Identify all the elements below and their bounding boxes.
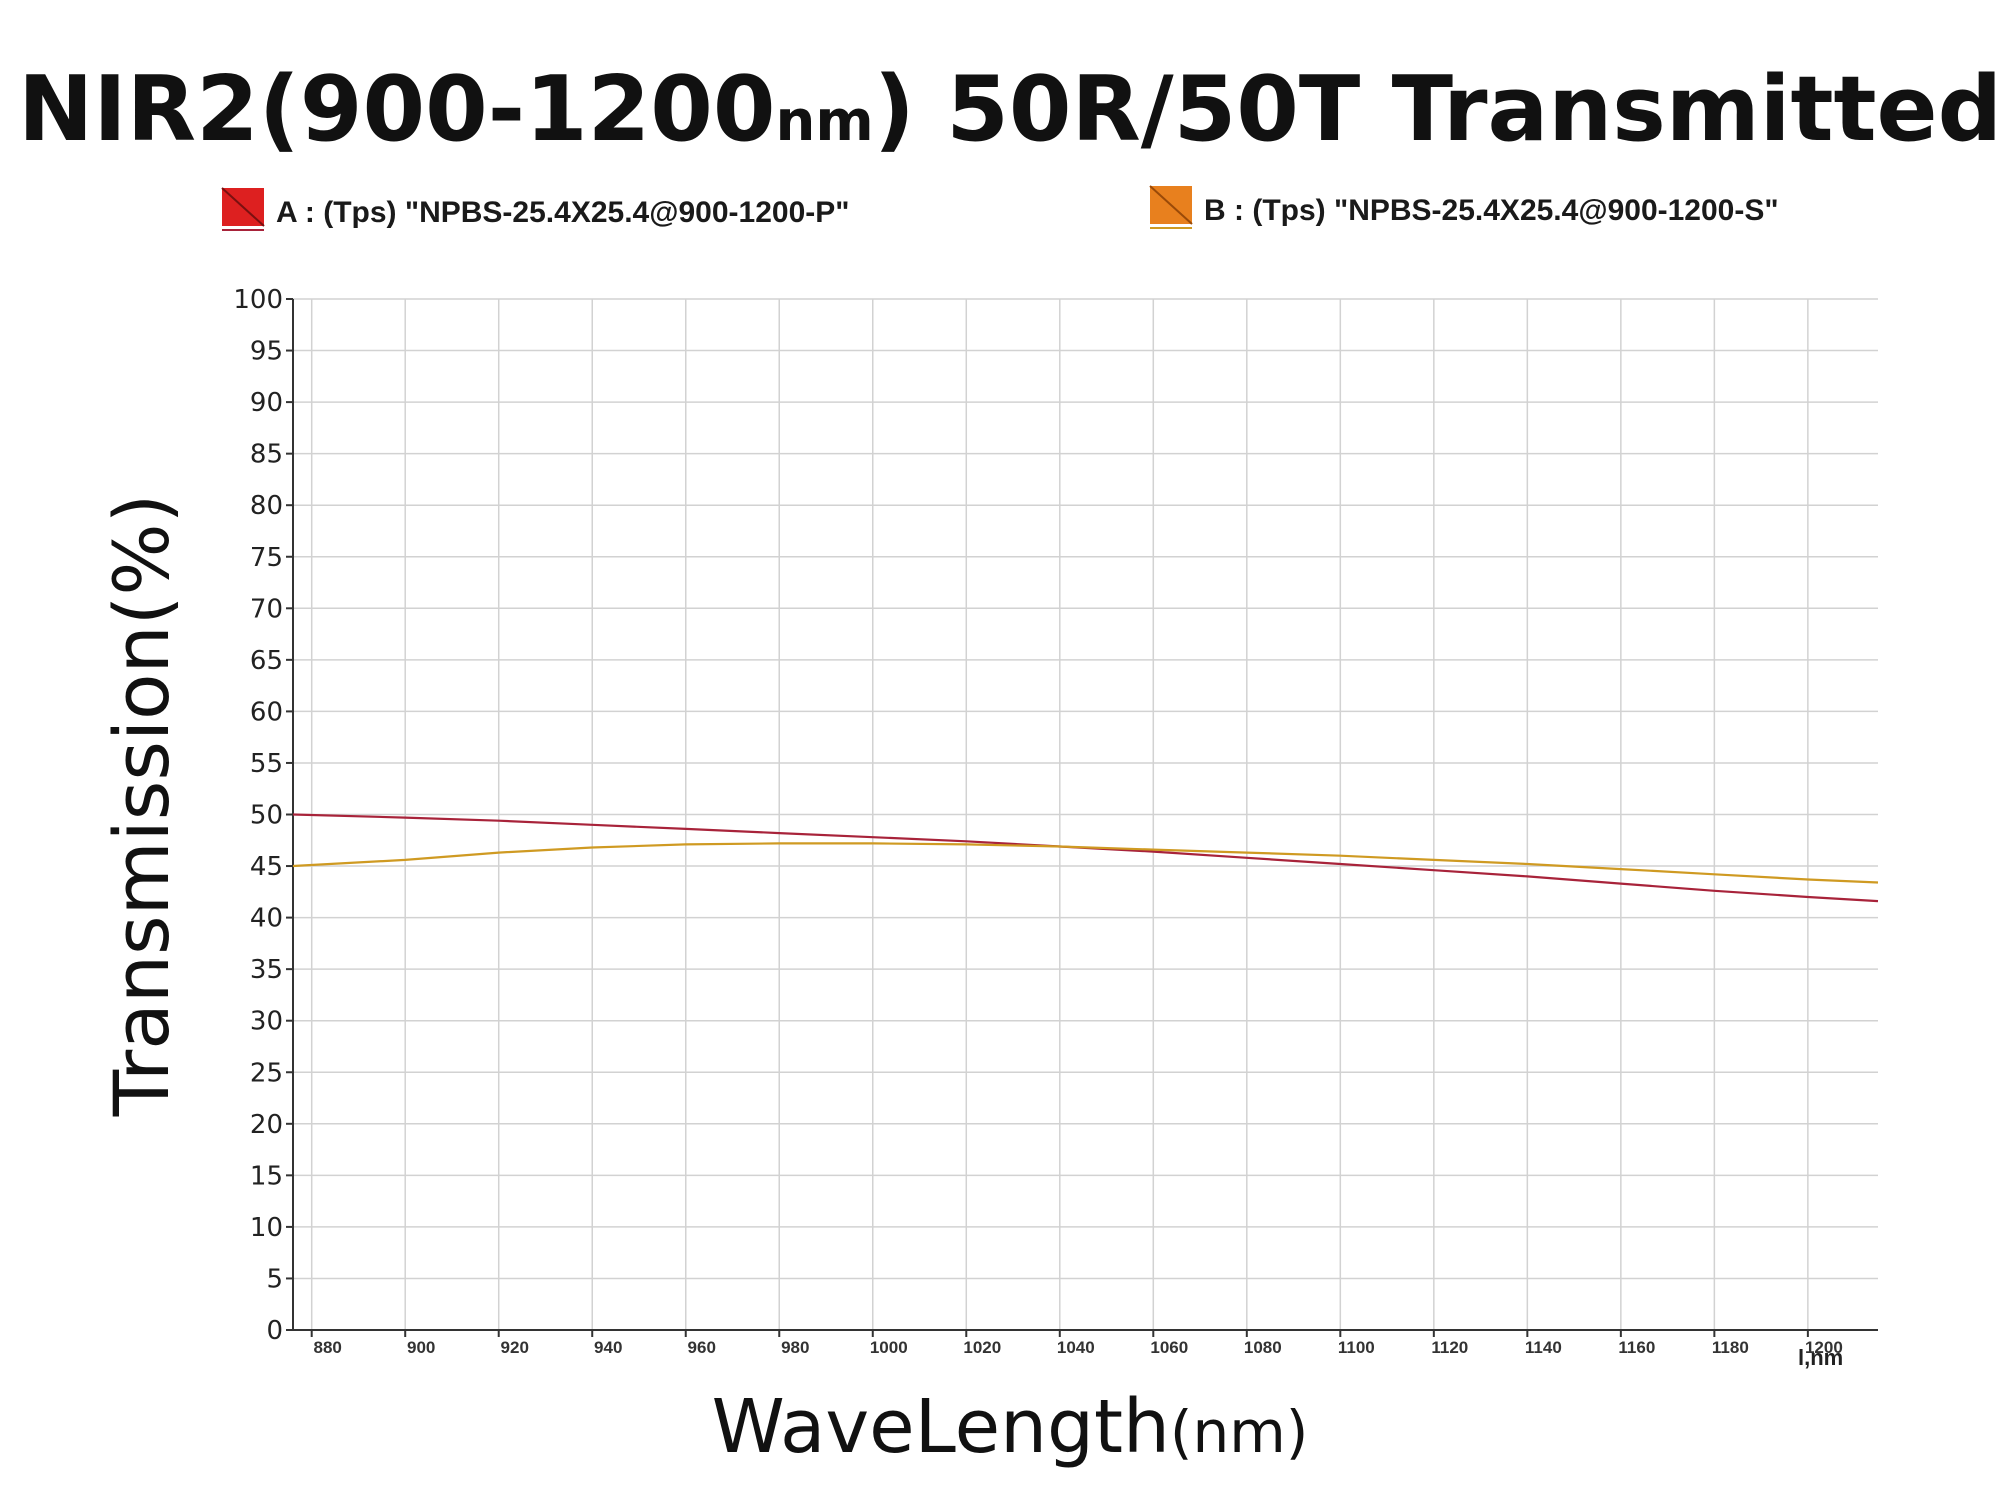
y-tick-label: 70 — [250, 594, 283, 624]
y-tick-label: 50 — [250, 801, 283, 831]
axes — [286, 298, 1878, 1337]
y-tick-label: 45 — [250, 852, 283, 882]
y-tick-label: 65 — [250, 646, 283, 676]
legend-swatch-b-diagonal — [1149, 185, 1193, 225]
y-tick-label: 30 — [250, 1007, 283, 1037]
x-tick-label: 1100 — [1338, 1338, 1375, 1357]
x-tick-label: 900 — [407, 1338, 435, 1357]
x-tick-label: 1140 — [1525, 1338, 1562, 1357]
y-tick-label: 5 — [266, 1264, 283, 1294]
gridlines — [293, 298, 1878, 1331]
x-axis-corner-label: l,nm — [1798, 1345, 1843, 1370]
x-tick-label: 920 — [501, 1338, 529, 1357]
x-tick-label: 1040 — [1057, 1338, 1095, 1357]
legend-label-a: A : (Tps) "NPBS-25.4X25.4@900-1200-P" — [276, 196, 849, 229]
x-tick-label: 1000 — [870, 1338, 908, 1357]
y-tick-label: 35 — [250, 955, 283, 985]
y-tick-label: 85 — [250, 440, 283, 470]
y-tick-label: 15 — [250, 1161, 283, 1191]
y-axis-label: Transmission(%) — [97, 494, 186, 1117]
y-tick-label: 10 — [250, 1213, 283, 1243]
x-tick-label: 1160 — [1618, 1338, 1655, 1357]
y-tick-labels: 0 5 10 15 20 25 30 35 40 45 50 55 60 65 70 75 80 85 90 95 10… — [233, 285, 283, 1346]
y-tick-label: 0 — [266, 1316, 283, 1346]
x-tick-label: 1020 — [963, 1338, 1001, 1357]
x-tick-label: 1120 — [1431, 1338, 1468, 1357]
chart-title: NIR2(900-1200nm) 50R/50T Transmitted — [18, 57, 2000, 162]
x-axis-label-main: WaveLength — [712, 1384, 1170, 1470]
y-tick-label: 75 — [250, 543, 283, 573]
x-tick-label: 880 — [314, 1338, 342, 1357]
series-lines — [292, 813, 1879, 903]
series-line-b — [292, 842, 1879, 884]
y-tick-label: 60 — [250, 697, 283, 727]
legend-label-b: B : (Tps) "NPBS-25.4X25.4@900-1200-S" — [1204, 194, 1779, 227]
legend-item-b: B : (Tps) "NPBS-25.4X25.4@900-1200-S" — [1149, 185, 1779, 229]
chart-title-tail: ) 50R/50T Transmitted — [874, 57, 2000, 162]
y-tick-label: 40 — [250, 904, 283, 934]
x-tick-label: 940 — [594, 1338, 622, 1357]
y-tick-label: 100 — [233, 285, 283, 315]
x-tick-label: 1060 — [1150, 1338, 1188, 1357]
y-tick-label: 55 — [250, 749, 283, 779]
y-tick-label: 95 — [250, 337, 283, 367]
x-tick-labels: 880 900 920 940 960 980 1000 1020 1040 1060 1080 11… — [314, 1338, 1843, 1357]
y-tick-label: 80 — [250, 491, 283, 521]
y-tick-label: 20 — [250, 1110, 283, 1140]
x-tick-label: 1200 — [1805, 1338, 1843, 1357]
chart-title-main: NIR2(900-1200 — [18, 57, 776, 162]
legend: A : (Tps) "NPBS-25.4X25.4@900-1200-P" B … — [221, 185, 1779, 231]
x-tick-label: 1180 — [1712, 1338, 1749, 1357]
x-axis-label: WaveLength(nm) — [712, 1384, 1309, 1470]
y-tick-label: 25 — [250, 1058, 283, 1088]
x-axis-label-unit: (nm) — [1170, 1398, 1309, 1466]
legend-swatch-a-diagonal — [221, 187, 265, 227]
y-tick-label: 90 — [250, 388, 283, 418]
chart-title-unit: nm — [776, 89, 874, 154]
x-tick-label: 980 — [781, 1338, 809, 1357]
x-tick-label: 960 — [688, 1338, 716, 1357]
legend-item-a: A : (Tps) "NPBS-25.4X25.4@900-1200-P" — [221, 187, 849, 231]
series-line-a — [292, 813, 1879, 903]
x-tick-label: 1080 — [1244, 1338, 1282, 1357]
